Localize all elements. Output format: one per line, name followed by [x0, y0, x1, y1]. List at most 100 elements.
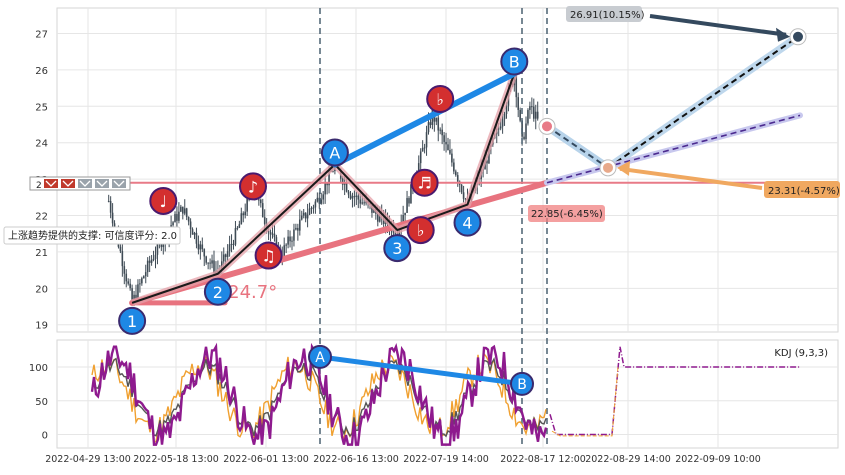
target-up-dot: [793, 31, 803, 42]
note-markers: ♩ ♪ ♫ ♬ ♭ ♭: [149, 85, 455, 270]
support-label-text: 上涨趋势提供的支撑: 可信度评分: 2.0: [8, 229, 177, 242]
candle-body: [322, 194, 324, 200]
candle-body: [287, 236, 289, 245]
candle-body: [455, 171, 457, 176]
candle-body: [505, 105, 508, 114]
candle-body: [347, 191, 350, 195]
target-mid-label: 23.31(-4.57%): [768, 186, 840, 197]
candle-body: [222, 254, 225, 262]
candle-body: [224, 254, 227, 258]
candle-body: [425, 132, 428, 148]
candle-body: [127, 281, 129, 284]
candle-body: [410, 184, 412, 204]
candle-body: [191, 229, 194, 235]
price-ytick-label: 22: [35, 212, 48, 223]
candle-body: [295, 227, 297, 230]
candle-body: [211, 260, 213, 264]
candle-body: [377, 213, 379, 222]
candle-body: [302, 212, 305, 216]
candle-body: [172, 222, 174, 226]
candle-body: [234, 228, 237, 245]
candle-body: [361, 202, 363, 204]
vertical-markers: [319, 8, 548, 448]
candle-body: [283, 245, 285, 257]
kdj-divergence-label: B: [517, 377, 527, 393]
candle-body: [143, 276, 145, 279]
candle-body: [293, 229, 295, 241]
kdj-projection-line: [549, 346, 800, 436]
candle-body: [119, 246, 122, 252]
candle-body: [187, 217, 190, 222]
wave-point-circle: [118, 306, 147, 335]
candle-body: [312, 207, 315, 209]
candle-body: [205, 256, 207, 263]
candle-body: [394, 232, 397, 234]
candle-body: [441, 129, 443, 136]
candle-body: [533, 106, 535, 119]
candle-body: [460, 184, 463, 193]
candle-body: [417, 163, 420, 176]
candle-body: [378, 214, 381, 222]
wave-point-label: 4: [462, 214, 472, 233]
candle-body: [185, 208, 188, 218]
candle-body: [121, 251, 124, 267]
candle-body: [341, 178, 344, 185]
candle-body: [238, 224, 241, 228]
candle-body: [353, 196, 356, 198]
candle-body: [320, 199, 323, 204]
candle-body: [125, 273, 128, 282]
candle-body: [299, 219, 301, 231]
candle-body: [244, 211, 246, 216]
candle-body: [285, 244, 287, 246]
candle-body: [503, 113, 506, 120]
price-panel-frame: [56, 7, 839, 333]
xtick-label: 2022-04-29 13:00: [45, 454, 131, 465]
candle-body: [131, 288, 133, 303]
price-ytick-label: 27: [35, 29, 48, 40]
kdj-divergence-line: [317, 354, 525, 387]
panels: [56, 7, 839, 449]
candle-body: [267, 230, 270, 233]
xtick-label: 2022-08-17 12:00: [500, 454, 586, 465]
candle-body: [437, 117, 440, 131]
candle-body: [406, 198, 408, 213]
candle-body: [178, 211, 180, 221]
wave-points: 1 2 A 3 4 B: [118, 47, 529, 335]
flag-check-icon: [113, 180, 125, 187]
wave-point-label: 2: [213, 283, 223, 302]
target-mid-arrow: [619, 166, 763, 190]
candle-body: [156, 242, 159, 255]
candle-body: [308, 208, 311, 215]
candle-body: [525, 123, 527, 140]
wave-skeleton-black: [131, 73, 516, 304]
candle-body: [154, 254, 157, 259]
support-label-box: [3, 226, 181, 245]
note-marker-glyph: ♭: [436, 90, 444, 109]
wave-point-circle: [203, 277, 232, 306]
candle-body: [291, 240, 293, 242]
candle-body: [209, 262, 211, 264]
candle-body: [123, 266, 126, 274]
candle-body: [464, 198, 467, 200]
candle-body: [357, 195, 360, 200]
candle-body: [499, 126, 502, 129]
flag-icon: [95, 179, 109, 188]
candle-body: [180, 206, 182, 212]
candle-body: [261, 203, 264, 218]
projection-line-support: [546, 114, 801, 184]
xtick-label: 2022-08-29 14:00: [585, 454, 671, 465]
candle-body: [326, 182, 328, 186]
support-label: 上涨趋势提供的支撑: 可信度评分: 2.0: [3, 226, 181, 245]
price-ytick-label: 25: [35, 102, 48, 113]
note-marker-circle: [410, 168, 439, 197]
candle-body: [408, 198, 410, 204]
price-ytick-label: 20: [35, 284, 48, 295]
candle-body: [517, 97, 519, 110]
flag-check-icon: [79, 180, 91, 187]
candle-body: [519, 109, 521, 121]
candle-body: [228, 244, 231, 252]
candle-body: [150, 259, 153, 263]
candle-body: [152, 258, 155, 260]
candle-body: [359, 199, 362, 204]
candle-body: [536, 111, 539, 119]
